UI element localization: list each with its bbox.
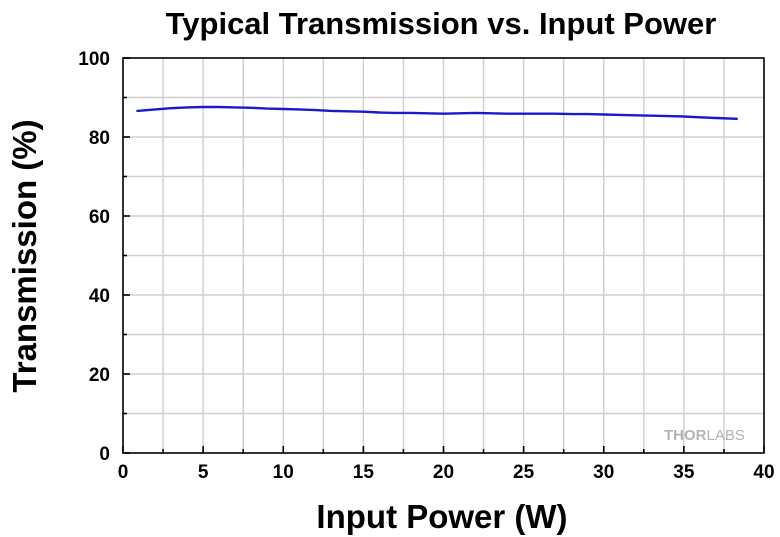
x-tick-label: 35 [673, 462, 695, 483]
tick-labels: 0 5 10 15 20 25 30 35 40 0 20 40 60 80 100 [78, 49, 774, 483]
y-tick-label: 80 [89, 128, 110, 149]
thorlabs-logo-light: LABS [707, 427, 745, 444]
y-tick-label: 40 [89, 286, 110, 307]
transmission-line [136, 105, 738, 121]
x-tick-label: 0 [118, 462, 129, 483]
axes [122, 57, 765, 454]
x-tick-label: 5 [198, 462, 209, 483]
thorlabs-logo: THORLABS [664, 427, 745, 444]
x-tick-label: 25 [513, 462, 535, 483]
x-tick-label: 10 [273, 462, 294, 483]
y-tick-label: 20 [89, 365, 110, 386]
chart-title: Typical Transmission vs. Input Power [166, 6, 717, 41]
x-axis-label: Input Power (W) [316, 498, 567, 535]
y-tick-label: 0 [99, 444, 110, 465]
x-tick-label: 30 [593, 462, 614, 483]
grid [123, 58, 764, 453]
thorlabs-logo-bold: THOR [664, 427, 707, 444]
data-series [136, 105, 738, 121]
x-tick-label: 15 [353, 462, 375, 483]
x-tick-label: 40 [753, 462, 774, 483]
y-tick-label: 60 [89, 207, 110, 228]
y-tick-label: 100 [78, 49, 110, 70]
x-tick-label: 20 [433, 462, 454, 483]
svg-text:THORLABS: THORLABS [664, 427, 745, 444]
y-axis-label: Transmission (%) [6, 119, 43, 392]
